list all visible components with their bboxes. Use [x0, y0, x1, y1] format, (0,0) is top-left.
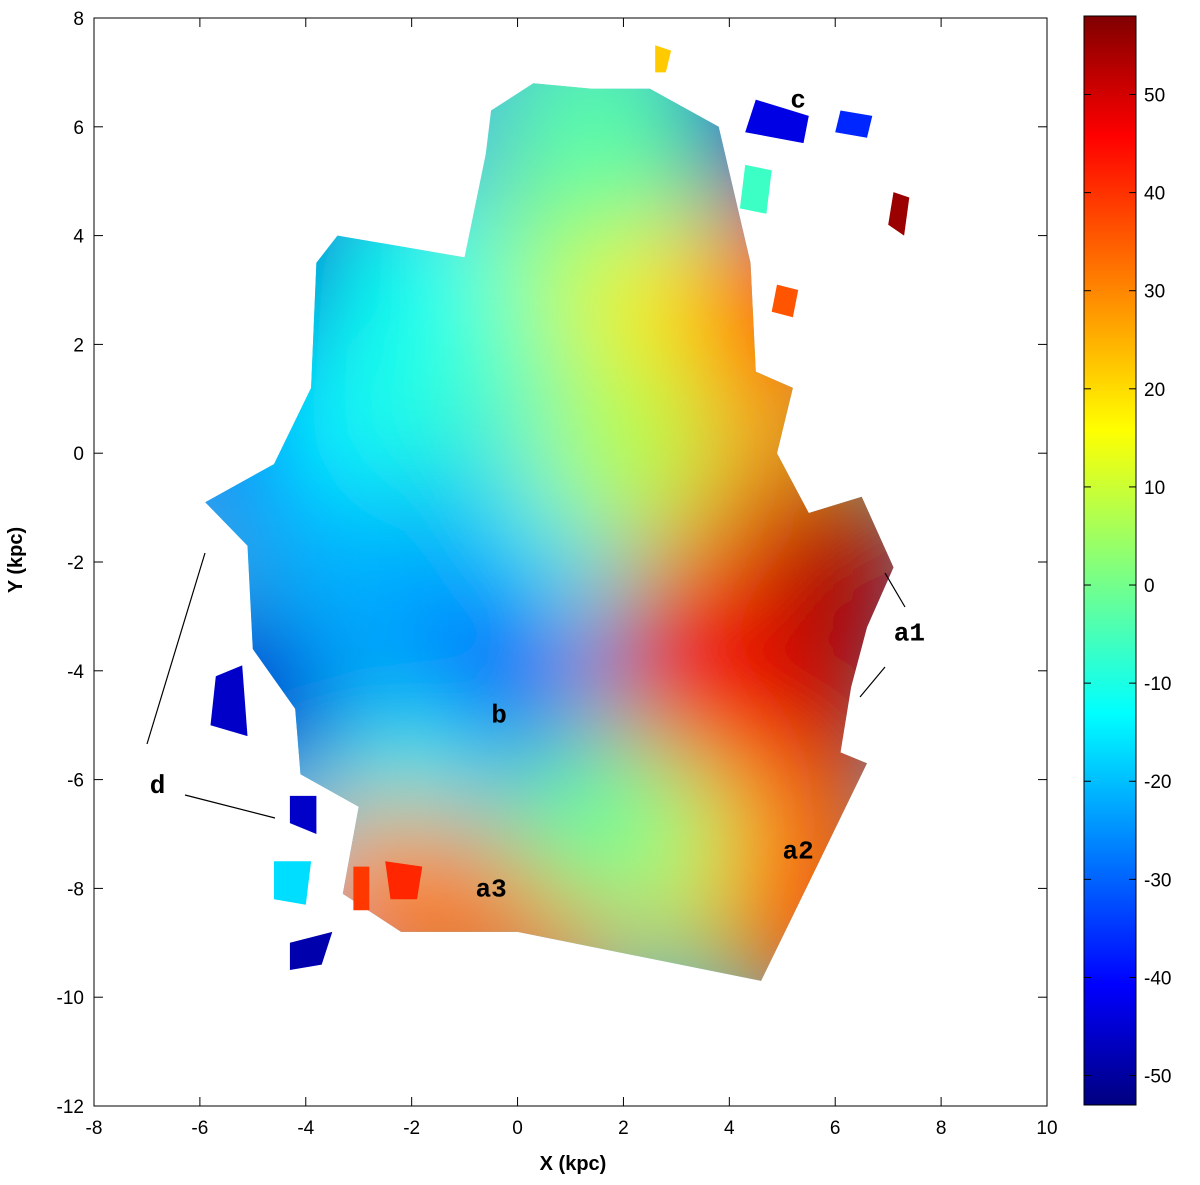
x-tick-label: 10 — [1036, 1118, 1057, 1139]
x-tick-label: -8 — [86, 1118, 103, 1139]
annotation-c: c — [790, 86, 806, 116]
y-tick-label: -10 — [57, 988, 84, 1009]
clump-8 — [289, 931, 333, 970]
leader-d-upper — [146, 552, 206, 745]
annotation-a3: a3 — [475, 874, 506, 904]
annotations: a1 a2 a3 b c d — [150, 86, 925, 905]
colorbar-tick-label: -40 — [1144, 968, 1171, 989]
clump-11 — [385, 861, 423, 900]
y-tick-label: -12 — [57, 1097, 84, 1118]
field-sample-34 — [290, 804, 481, 981]
field-sample-9 — [501, 83, 692, 211]
field-sample-27 — [528, 358, 719, 549]
clump-4 — [739, 164, 772, 214]
colorbar-tick-label: 0 — [1144, 576, 1155, 597]
colorbar — [1083, 15, 1137, 1106]
clump-9 — [274, 861, 312, 905]
colorbar-tick-label: -20 — [1144, 772, 1171, 793]
colorbar-tick-label: -30 — [1144, 870, 1171, 891]
y-axis-ticks: -12 -10 -8 -6 -4 -2 0 2 4 6 8 — [57, 9, 1047, 1118]
colorbar-tick-label: 20 — [1144, 380, 1165, 401]
x-tick-label: 8 — [936, 1118, 947, 1139]
x-tick-label: -6 — [191, 1118, 208, 1139]
plot-area — [205, 45, 910, 981]
field-sample-21 — [501, 728, 692, 919]
colorbar-tick-label: -50 — [1144, 1067, 1171, 1088]
colorbar-tick-label: 40 — [1144, 184, 1165, 205]
colorbar-tick-label: 30 — [1144, 282, 1165, 303]
y-tick-label: 6 — [73, 118, 84, 139]
clump-1 — [835, 110, 873, 138]
leader-a1-lower — [859, 666, 886, 698]
x-tick-label: -2 — [403, 1118, 420, 1139]
x-tick-label: 4 — [724, 1118, 735, 1139]
field-sample-25 — [263, 494, 454, 685]
annotation-d: d — [150, 771, 166, 801]
annotation-a1: a1 — [894, 619, 925, 649]
clump-5 — [655, 45, 672, 73]
annotation-a2: a2 — [783, 836, 814, 866]
y-tick-label: -8 — [67, 879, 84, 900]
y-tick-label: 8 — [73, 9, 84, 30]
colorbar-tick-label: -10 — [1144, 674, 1171, 695]
colorbar-ticks: -50 -40 -30 -20 -10 0 10 20 30 40 50 — [1084, 85, 1171, 1088]
y-tick-label: -4 — [67, 662, 84, 683]
y-tick-label: 2 — [73, 335, 84, 356]
field-sample-28 — [316, 195, 507, 385]
colorbar-tick-label: 10 — [1144, 478, 1165, 499]
x-axis-ticks: -8 -6 -4 -2 0 2 4 6 8 10 — [86, 18, 1058, 1139]
clump-6 — [210, 665, 248, 737]
annotation-b: b — [491, 700, 507, 730]
clump-10 — [353, 866, 370, 911]
y-tick-label: 0 — [73, 444, 84, 465]
x-axis-label: X (kpc) — [540, 1153, 607, 1175]
leader-d-lower — [184, 794, 276, 819]
clump-2 — [888, 192, 910, 236]
outlying-clumps — [210, 45, 910, 970]
y-tick-label: 4 — [73, 227, 84, 248]
y-tick-label: -6 — [67, 771, 84, 792]
x-tick-label: 6 — [830, 1118, 841, 1139]
y-axis-label: Y (kpc) — [5, 527, 27, 593]
x-tick-label: -4 — [297, 1118, 314, 1139]
x-tick-label: 2 — [618, 1118, 629, 1139]
clump-0 — [745, 99, 809, 144]
leader-a1-upper — [884, 572, 906, 608]
x-tick-label: 0 — [512, 1118, 523, 1139]
clump-3 — [771, 284, 799, 318]
y-tick-label: -2 — [67, 553, 84, 574]
clump-7 — [289, 795, 317, 834]
annotation-leaders — [146, 552, 906, 819]
colorbar-tick-label: 50 — [1144, 85, 1165, 106]
